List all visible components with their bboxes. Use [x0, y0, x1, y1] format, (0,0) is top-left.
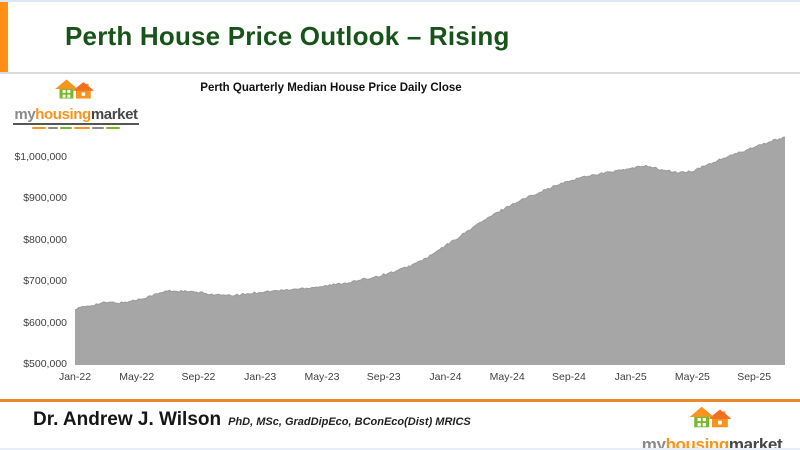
- x-tick-label: Jan-23: [244, 371, 277, 383]
- logo-word-my: my: [641, 435, 666, 450]
- houses-icon: [50, 76, 102, 107]
- bottom-border-strip: [0, 448, 800, 450]
- x-tick-label: Sep-24: [551, 371, 586, 383]
- title-accent-bar: [0, 2, 8, 72]
- houses-icon: [684, 403, 740, 436]
- y-tick-label: $800,000: [23, 233, 67, 246]
- logo-wordmark: myhousingmarket: [13, 106, 139, 125]
- logo-tagline-strip: [32, 127, 120, 129]
- y-tick-label: $900,000: [23, 192, 67, 205]
- price-area-svg: [75, 136, 785, 365]
- y-tick-label: $500,000: [23, 358, 67, 370]
- presenter-name: Dr. Andrew J. Wilson: [33, 409, 222, 430]
- x-tick-label: May-23: [304, 371, 340, 383]
- y-tick-label: $600,000: [23, 316, 67, 329]
- logo-word-market: market: [90, 106, 138, 123]
- x-tick-label: Sep-25: [737, 371, 772, 383]
- y-tick-label: $1,000,000: [14, 151, 67, 163]
- logo-word-market: market: [728, 435, 783, 450]
- x-tick-label: May-24: [489, 371, 525, 383]
- x-tick-label: Sep-23: [366, 371, 401, 383]
- x-tick-label: May-25: [674, 371, 710, 383]
- slide-title: Perth House Price Outlook – Rising: [65, 21, 510, 51]
- presenter-credentials: PhD, MSc, GradDipEco, BConEco(Dist) MRIC…: [228, 416, 471, 428]
- x-tick-label: Jan-22: [58, 371, 92, 383]
- x-tick-label: May-22: [119, 371, 155, 383]
- x-tick-label: Sep-22: [181, 371, 216, 383]
- price-area-plot: [75, 128, 785, 366]
- myhousingmarket-logo-bottom: myhousingmarket: [642, 403, 783, 450]
- y-tick-label: $700,000: [23, 275, 67, 288]
- top-border-strip: [0, 0, 800, 2]
- chart-title: Perth Quarterly Median House Price Daily…: [200, 82, 462, 94]
- logo-word-housing: housing: [35, 106, 91, 123]
- x-tick-label: Jan-24: [429, 371, 462, 383]
- footer-divider: [0, 399, 800, 402]
- logo-word-my: my: [14, 106, 36, 123]
- myhousingmarket-logo-top: myhousingmarket: [12, 76, 140, 129]
- logo-wordmark: myhousingmarket: [641, 436, 783, 450]
- logo-word-housing: housing: [665, 435, 730, 450]
- presenter-block: Dr. Andrew J. Wilson PhD, MSc, GradDipEc…: [33, 409, 471, 431]
- header-divider: [0, 72, 800, 74]
- x-tick-label: Jan-25: [614, 371, 647, 383]
